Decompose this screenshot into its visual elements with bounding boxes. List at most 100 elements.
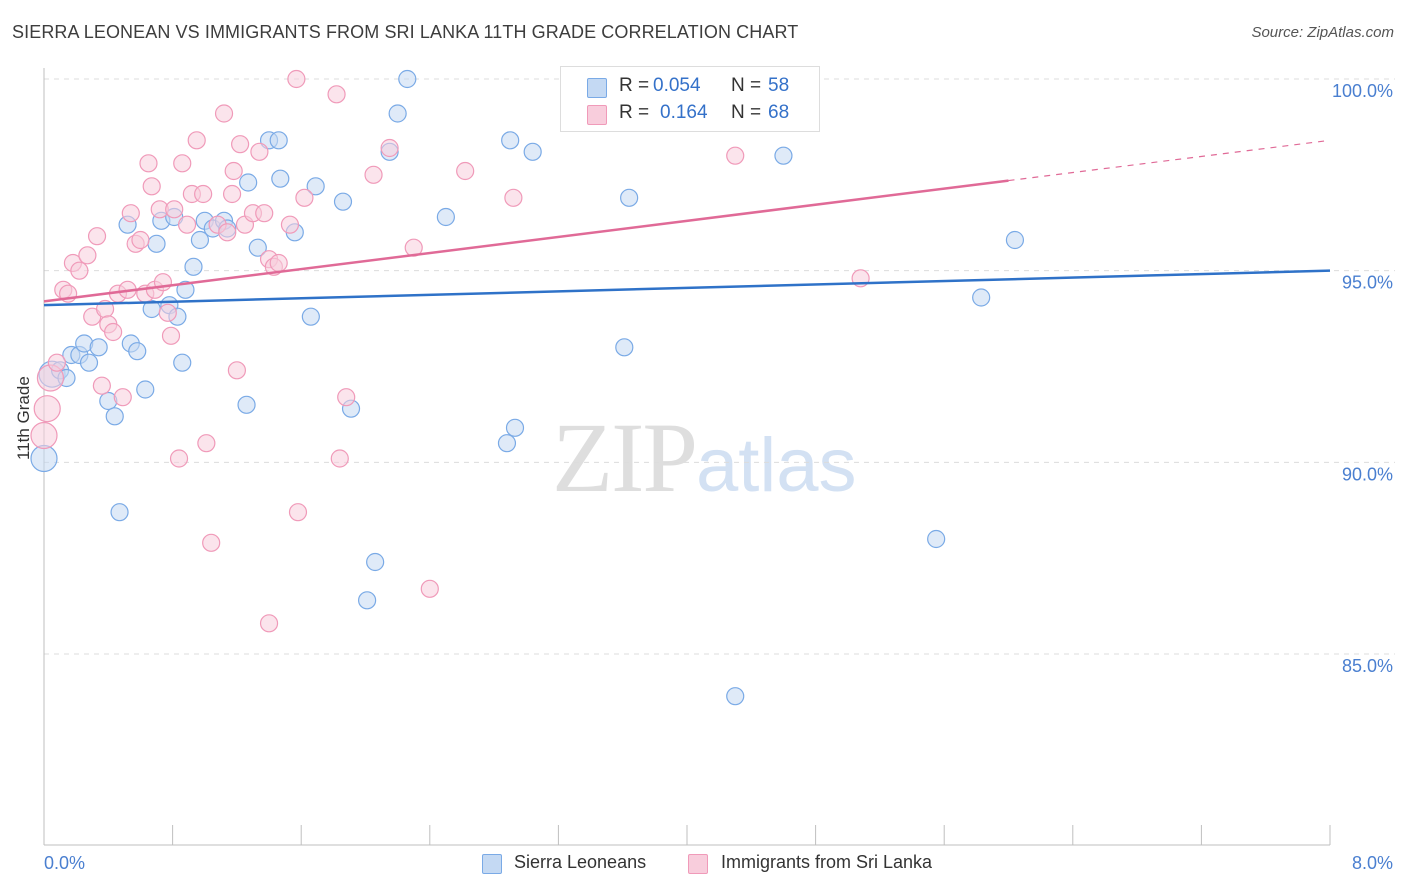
- trend-line-sri-lanka: [43, 179, 1009, 303]
- watermark: ZIPatlas: [552, 400, 857, 515]
- watermark-atlas: atlas: [696, 423, 857, 508]
- bottom-legend-swatch-blue: [482, 854, 502, 874]
- bottom-legend-label: Sierra Leoneans: [514, 852, 647, 872]
- point-sierra-leonean: [136, 380, 155, 399]
- watermark-zip: ZIP: [552, 402, 698, 513]
- point-sri-lanka: [139, 154, 158, 173]
- point-sierra-leonean: [184, 257, 203, 276]
- bottom-legend-label: Immigrants from Sri Lanka: [721, 852, 933, 872]
- point-sri-lanka: [330, 449, 349, 468]
- data-points: [30, 69, 1025, 706]
- legend-n-label: N =: [731, 75, 762, 96]
- point-sri-lanka: [287, 69, 306, 89]
- point-sierra-leonean: [436, 207, 455, 227]
- point-sri-lanka: [224, 161, 243, 181]
- point-sri-lanka: [33, 395, 61, 423]
- point-sri-lanka: [197, 434, 216, 453]
- point-sierra-leonean: [110, 503, 129, 522]
- point-sri-lanka: [218, 223, 237, 242]
- legend-n-value: 58: [768, 75, 790, 96]
- point-sri-lanka: [227, 361, 246, 380]
- stats-legend: R = 0.054 N = 58 R = 0.164 N = 68: [560, 66, 820, 132]
- point-sri-lanka: [327, 85, 346, 104]
- point-sierra-leonean: [190, 230, 210, 250]
- chart-title: SIERRA LEONEAN VS IMMIGRANTS FROM SRI LA…: [12, 22, 799, 42]
- legend-r-value: 0.164: [660, 102, 708, 123]
- point-sierra-leonean: [366, 552, 385, 572]
- legend-r-value: 0.054: [653, 75, 701, 96]
- point-sri-lanka: [121, 204, 140, 223]
- point-sierra-leonean: [269, 131, 288, 150]
- legend-r-label: R =: [619, 75, 650, 96]
- point-sri-lanka: [504, 188, 523, 207]
- x-tick-label-left: 0.0%: [44, 853, 85, 873]
- point-sierra-leonean: [333, 192, 353, 211]
- trend-line-sri-lanka-extension: [1008, 139, 1331, 182]
- point-sri-lanka: [202, 533, 221, 552]
- point-sierra-leonean: [128, 342, 147, 361]
- point-sierra-leonean: [176, 280, 195, 299]
- point-sri-lanka: [113, 388, 132, 407]
- point-sri-lanka: [456, 161, 475, 181]
- point-sri-lanka: [104, 322, 123, 342]
- point-sierra-leonean: [248, 238, 267, 257]
- point-sri-lanka: [169, 449, 189, 468]
- point-sierra-leonean: [30, 444, 58, 473]
- point-sierra-leonean: [173, 353, 192, 372]
- point-sri-lanka: [142, 177, 161, 196]
- point-sri-lanka: [280, 215, 300, 234]
- point-sierra-leonean: [501, 131, 520, 150]
- point-sri-lanka: [295, 188, 314, 207]
- point-sierra-leonean: [726, 687, 745, 706]
- point-sri-lanka: [92, 376, 111, 395]
- point-sri-lanka: [288, 503, 308, 522]
- point-sierra-leonean: [1005, 230, 1025, 250]
- point-sierra-leonean: [105, 407, 124, 426]
- point-sierra-leonean: [523, 142, 542, 161]
- point-sri-lanka: [337, 388, 356, 407]
- point-sri-lanka: [420, 579, 439, 598]
- legend-swatch-pink: [587, 105, 607, 125]
- point-sierra-leonean: [398, 69, 417, 89]
- point-sri-lanka: [259, 614, 279, 633]
- point-sierra-leonean: [89, 338, 108, 357]
- point-sri-lanka: [214, 104, 234, 123]
- point-sri-lanka: [131, 230, 150, 250]
- point-sierra-leonean: [497, 434, 517, 453]
- legend-n-label: N =: [731, 102, 762, 123]
- point-sri-lanka: [255, 204, 274, 223]
- trend-line-sierra-leoneans: [43, 269, 1331, 307]
- point-sri-lanka: [70, 261, 89, 280]
- point-sierra-leonean: [620, 188, 639, 207]
- point-sri-lanka: [250, 142, 269, 161]
- point-sri-lanka: [165, 200, 184, 219]
- point-sri-lanka: [177, 215, 197, 234]
- y-tick-label: 95.0%: [1342, 273, 1393, 293]
- legend-n-value: 68: [768, 102, 790, 123]
- point-sierra-leonean: [237, 395, 256, 414]
- point-sri-lanka: [231, 135, 250, 154]
- point-sierra-leonean: [505, 418, 525, 437]
- point-sri-lanka: [380, 138, 399, 158]
- point-sierra-leonean: [147, 234, 166, 253]
- point-sierra-leonean: [239, 173, 258, 192]
- x-tick-label-right: 8.0%: [1352, 853, 1393, 873]
- point-sierra-leonean: [79, 353, 99, 372]
- point-sierra-leonean: [301, 307, 320, 326]
- point-sri-lanka: [78, 246, 97, 265]
- grid-lines: [44, 78, 1395, 655]
- point-sierra-leonean: [927, 529, 946, 549]
- point-sri-lanka: [158, 303, 177, 322]
- y-tick-label: 85.0%: [1342, 656, 1393, 676]
- y-tick-label: 100.0%: [1332, 81, 1393, 101]
- point-sri-lanka: [222, 184, 242, 204]
- point-sri-lanka: [173, 154, 192, 173]
- y-tick-label: 90.0%: [1342, 464, 1393, 484]
- point-sri-lanka: [30, 421, 58, 450]
- point-sierra-leonean: [306, 177, 325, 196]
- point-sierra-leonean: [358, 591, 377, 610]
- point-sierra-leonean: [388, 104, 407, 123]
- point-sierra-leonean: [972, 288, 991, 307]
- point-sierra-leonean: [271, 169, 290, 188]
